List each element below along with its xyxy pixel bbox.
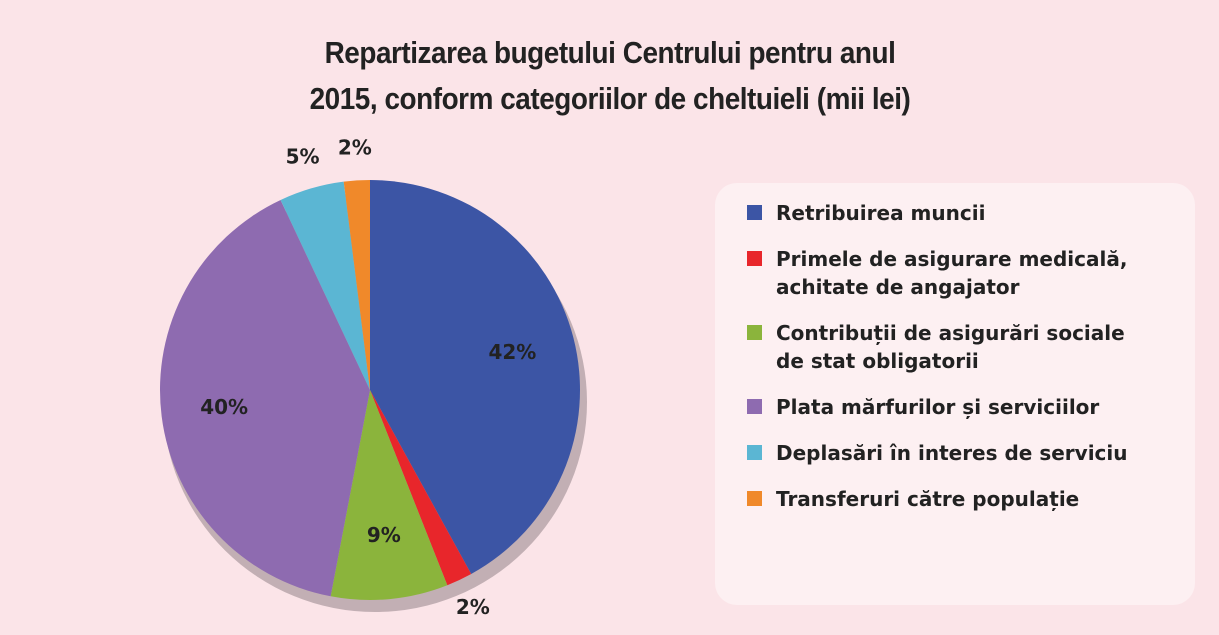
- pie-slice: [370, 390, 472, 586]
- data-label: 2%: [456, 595, 490, 619]
- pie-slice: [343, 180, 370, 390]
- pie-slice: [280, 181, 370, 390]
- legend-label: Plata mărfurilor și serviciilor: [776, 395, 1100, 419]
- chart: 42% 2% 9% 40% 5% 2%: [159, 135, 587, 619]
- legend: Retribuirea muncii Primele de asigurare m…: [715, 183, 1195, 605]
- legend-label: Retribuirea muncii: [776, 201, 986, 225]
- legend-item: Primele de asigurare medicală, achitate …: [747, 245, 1175, 301]
- pie-slice: [370, 180, 581, 575]
- data-label: 9%: [367, 523, 401, 547]
- pie-slice: [330, 390, 448, 600]
- legend-item: Retribuirea muncii: [747, 199, 1175, 227]
- legend-item: Transferuri către populație: [747, 485, 1175, 513]
- legend-label: Primele de asigurare medicală, achitate …: [776, 247, 1128, 299]
- legend-item: Contribuții de asigurări sociale de stat…: [747, 319, 1175, 375]
- legend-swatch: [747, 399, 762, 414]
- legend-item: Deplasări în interes de serviciu: [747, 439, 1175, 467]
- legend-label: Deplasări în interes de serviciu: [776, 441, 1128, 465]
- legend-swatch: [747, 205, 762, 220]
- legend-item: Plata mărfurilor și serviciilor: [747, 393, 1175, 421]
- data-label: 2%: [338, 135, 372, 159]
- legend-label: Transferuri către populație: [776, 487, 1080, 511]
- data-label: 42%: [488, 340, 536, 364]
- legend-swatch: [747, 445, 762, 460]
- legend-label: Contribuții de asigurări sociale de stat…: [776, 321, 1125, 373]
- legend-swatch: [747, 325, 762, 340]
- legend-swatch: [747, 491, 762, 506]
- chart-title: Repartizarea bugetului Centrului pentru …: [309, 35, 911, 116]
- data-label: 5%: [286, 145, 320, 169]
- pie-slice: [159, 199, 370, 597]
- legend-swatch: [747, 251, 762, 266]
- data-label: 40%: [200, 395, 248, 419]
